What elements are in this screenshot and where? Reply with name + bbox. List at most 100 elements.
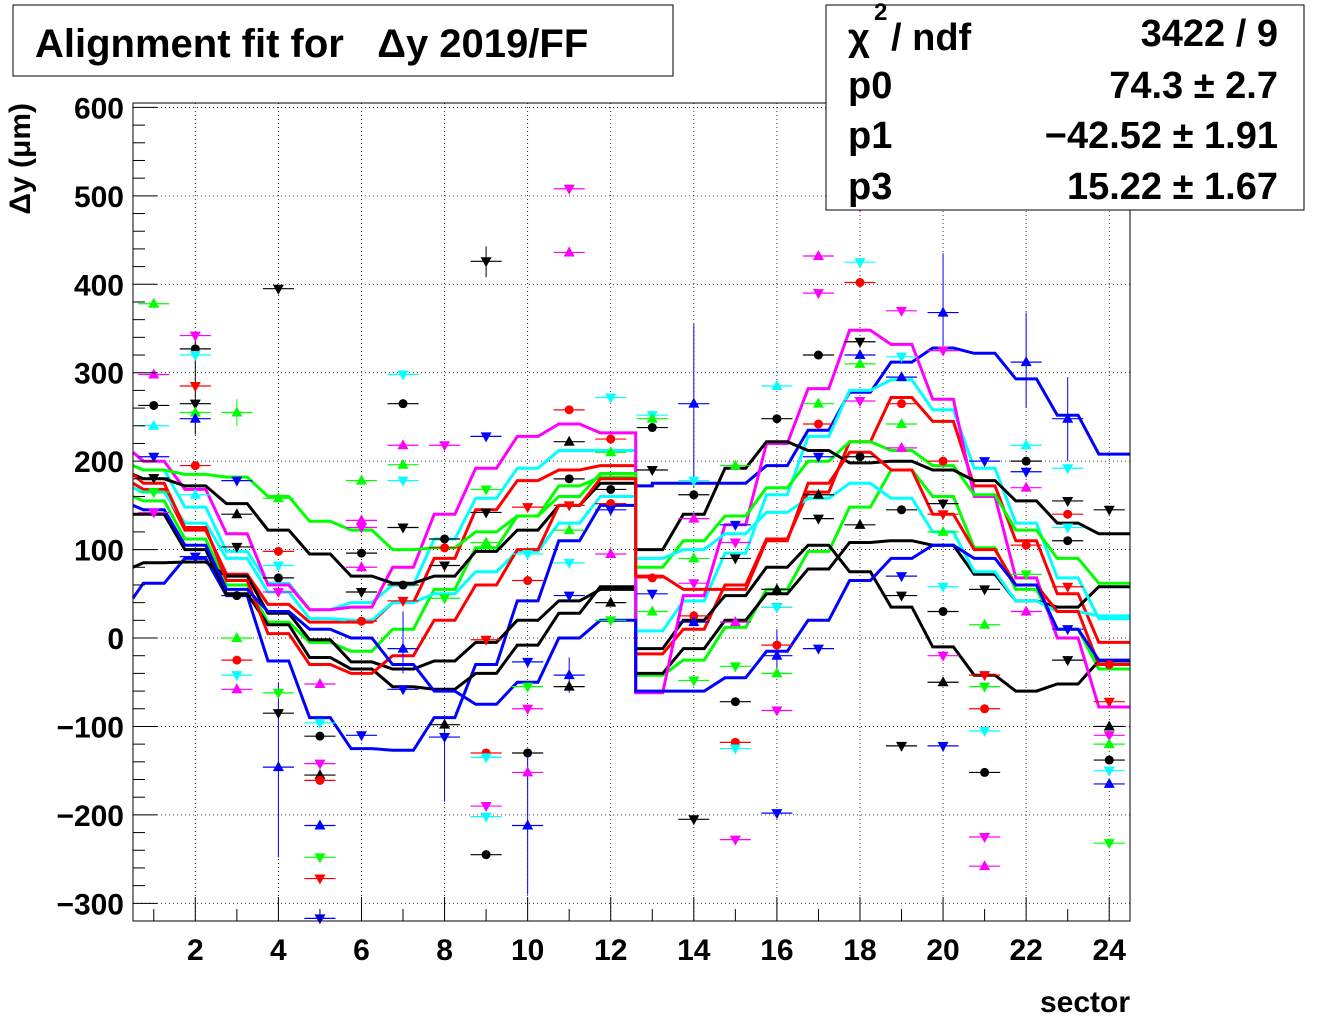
data-point-triangle-up — [771, 649, 783, 660]
x-tick-label: 2 — [187, 934, 204, 967]
data-point-triangle-down — [896, 741, 908, 752]
data-point-circle — [523, 576, 533, 586]
data-point-triangle-down — [272, 709, 284, 720]
data-point-triangle-down — [563, 591, 575, 602]
y-tick-label: 100 — [74, 535, 124, 568]
data-point-triangle-down — [646, 465, 658, 476]
data-point-triangle-up — [189, 406, 201, 417]
data-point-triangle-up — [771, 667, 783, 678]
data-point-triangle-up — [272, 492, 284, 503]
data-point-circle — [190, 461, 200, 471]
data-point-triangle-down — [646, 589, 658, 600]
fit-step-lines — [131, 328, 1130, 752]
data-point-triangle-down — [812, 452, 824, 463]
data-point-triangle-down — [688, 476, 700, 487]
data-point-triangle-down — [979, 682, 991, 693]
data-point-triangle-down — [397, 476, 409, 487]
y-axis-label: Δy (μm) — [4, 103, 37, 215]
x-tick-label: 16 — [760, 934, 793, 967]
data-point-triangle-up — [563, 669, 575, 680]
data-point-triangle-down — [563, 184, 575, 195]
data-point-triangle-up — [1103, 720, 1115, 731]
data-point-triangle-down — [189, 331, 201, 342]
data-point-triangle-up — [397, 439, 409, 450]
data-point-circle — [356, 548, 366, 558]
data-point-triangle-down — [605, 616, 617, 627]
data-point-triangle-down — [355, 523, 367, 534]
data-point-triangle-up — [1020, 356, 1032, 367]
data-point-triangle-down — [522, 550, 534, 561]
data-point-triangle-down — [937, 651, 949, 662]
data-point-triangle-down — [937, 346, 949, 357]
data-point-triangle-down — [854, 397, 866, 408]
data-point-triangle-down — [771, 603, 783, 614]
data-point-triangle-up — [1062, 412, 1074, 423]
data-point-triangle-down — [189, 399, 201, 410]
data-point-circle — [440, 534, 450, 544]
data-point-triangle-up — [397, 458, 409, 469]
data-point-circle — [232, 655, 242, 665]
data-point-triangle-up — [397, 642, 409, 653]
data-point-circle — [813, 350, 823, 360]
data-point-triangle-up — [1020, 605, 1032, 616]
data-point-circle — [398, 580, 408, 590]
data-point-triangle-down — [148, 473, 160, 484]
data-point-circle — [980, 767, 990, 777]
data-point-triangle-down — [729, 538, 741, 549]
y-tick-label: 600 — [74, 92, 124, 125]
data-point-circle — [689, 611, 699, 621]
x-axis-label: sector — [1040, 986, 1130, 1019]
data-point-triangle-down — [314, 853, 326, 864]
data-point-triangle-down — [1062, 523, 1074, 534]
data-point-triangle-down — [1062, 656, 1074, 667]
data-point-triangle-down — [896, 306, 908, 317]
data-point-triangle-up — [314, 819, 326, 830]
data-point-triangle-down — [231, 542, 243, 553]
data-point-triangle-down — [896, 352, 908, 363]
data-point-circle — [897, 505, 907, 515]
y-tick-label: 400 — [74, 269, 124, 302]
data-point-triangle-up — [896, 371, 908, 382]
data-point-triangle-down — [439, 594, 451, 605]
data-point-triangle-up — [688, 512, 700, 523]
x-tick-label: 14 — [677, 934, 711, 967]
data-point-triangle-up — [148, 419, 160, 430]
data-point-triangle-down — [1020, 467, 1032, 478]
data-point-triangle-up — [854, 357, 866, 368]
data-point-triangle-up — [314, 769, 326, 780]
data-point-triangle-down — [148, 508, 160, 519]
data-point-triangle-up — [563, 435, 575, 446]
data-point-triangle-up — [605, 548, 617, 559]
data-point-circle — [1063, 536, 1073, 546]
data-point-triangle-up — [148, 368, 160, 379]
data-point-triangle-up — [937, 306, 949, 317]
data-point-triangle-down — [189, 351, 201, 362]
data-point-triangle-up — [896, 418, 908, 429]
data-point-triangle-down — [522, 704, 534, 715]
fit-step-line — [132, 543, 1130, 693]
data-point-triangle-up — [771, 583, 783, 594]
y-tick-label: 500 — [74, 181, 124, 214]
fit-step-line — [132, 440, 1130, 585]
data-point-triangle-down — [729, 554, 741, 565]
grid-lines — [133, 103, 1130, 921]
data-point-triangle-down — [314, 759, 326, 770]
data-point-triangle-down — [688, 676, 700, 687]
data-point-triangle-up — [729, 459, 741, 470]
data-point-triangle-down — [563, 501, 575, 512]
data-point-triangle-down — [148, 452, 160, 463]
data-point-triangle-up — [563, 680, 575, 691]
y-tick-label: −300 — [56, 888, 124, 921]
data-point-triangle-down — [231, 476, 243, 487]
data-point-triangle-down — [1103, 766, 1115, 777]
x-axis: 2 4 6 8 10 12 14 16 18 20 22 24 — [153, 897, 1127, 967]
data-point-triangle-down — [397, 370, 409, 381]
data-point-triangle-down — [480, 812, 492, 823]
data-point-triangle-down — [522, 657, 534, 668]
x-tick-label: 24 — [1093, 934, 1127, 967]
error-bars — [194, 246, 1069, 895]
data-point-triangle-up — [355, 561, 367, 572]
data-point-circle — [273, 573, 283, 583]
data-point-triangle-down — [480, 508, 492, 519]
